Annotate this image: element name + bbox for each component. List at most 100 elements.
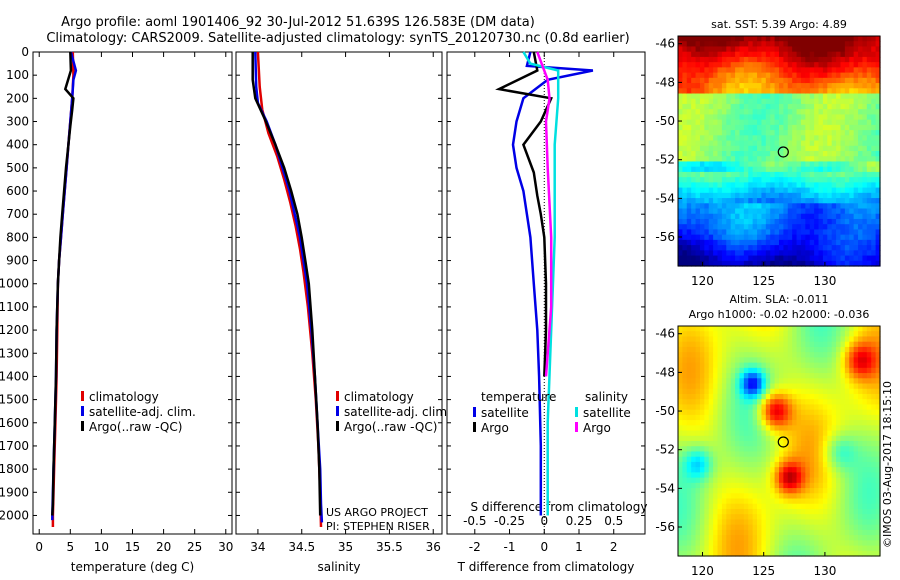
sst_map-cell — [695, 130, 701, 136]
depth-tick-label: 1800 — [0, 462, 29, 476]
sla_map-cell — [735, 550, 741, 557]
sst_map-cell — [818, 109, 824, 116]
sst_map-cell — [866, 56, 872, 63]
difference-series-salinity-argo-line — [536, 51, 553, 377]
sst_map-cell — [796, 192, 802, 199]
sst_map-cell — [840, 130, 846, 136]
sst_map-cell — [717, 182, 723, 189]
sla_map-cell — [827, 404, 833, 411]
sst_map-cell — [678, 224, 683, 231]
sla_map-cell — [849, 467, 855, 473]
sst_map-cell — [748, 203, 754, 210]
sla_map-cell — [682, 346, 688, 353]
sst_map-cell — [805, 140, 811, 147]
sla_map-cell — [686, 326, 692, 332]
sla_map-cell — [730, 362, 736, 369]
sla_map-cell — [682, 446, 688, 453]
sst_map-cell — [871, 145, 877, 152]
sla_map-cell — [818, 367, 824, 374]
sst_map-cell — [853, 255, 859, 262]
sla_map-frame — [677, 325, 881, 557]
sla_map-cell — [787, 331, 793, 338]
sst_map-cell — [783, 203, 789, 210]
sla_map-cell — [761, 477, 767, 484]
sla_map-cell — [779, 488, 784, 494]
sla_map-cell — [730, 357, 736, 364]
sla_map-cell — [735, 482, 741, 489]
sst_map-cell — [721, 156, 727, 163]
sla_map-cell — [796, 545, 802, 552]
sla_map-cell — [849, 341, 855, 348]
sla_map-cell — [765, 498, 771, 505]
sla_map-cell — [822, 331, 828, 338]
sla_map-cell — [686, 414, 692, 421]
sla_map-cell — [765, 456, 771, 463]
sst_map-cell — [713, 72, 719, 79]
sla_map-cell — [796, 456, 802, 463]
sla_map-cell — [686, 514, 692, 521]
sla_map-cell — [748, 425, 754, 432]
sla_map-cell — [787, 341, 793, 348]
sla_map-cell — [770, 383, 776, 390]
sst_map-cell — [836, 156, 842, 163]
sla_map-cell — [858, 383, 864, 390]
sst_map-cell — [792, 41, 798, 48]
sst_map-cell — [862, 67, 868, 74]
sst_map-cell — [721, 239, 727, 246]
sla_map-cell — [844, 404, 850, 411]
sla_map-cell — [822, 446, 828, 453]
sla_map-cell — [836, 378, 842, 385]
sst_map-cell — [708, 161, 714, 168]
sst_map-cell — [752, 62, 758, 68]
sla_map-cell — [866, 346, 872, 353]
sla_map-cell — [814, 488, 820, 494]
sla_map-cell — [783, 493, 789, 500]
sst_map-cell — [748, 72, 754, 79]
sla_map-cell — [748, 430, 754, 437]
sla_map-cell — [840, 393, 846, 400]
sst_map-cell — [875, 255, 881, 262]
sst_map-cell — [682, 56, 688, 63]
sst_map-cell — [713, 46, 719, 53]
sst_map-cell — [792, 88, 798, 95]
sla_map-cell — [836, 461, 842, 468]
sst_map-cell — [735, 145, 741, 152]
sst_map-cell — [840, 56, 846, 63]
difference-xtick-label: 2 — [610, 540, 618, 554]
sst_map-cell — [726, 119, 732, 126]
sla_map-cell — [875, 393, 881, 400]
sst_map-cell — [704, 187, 710, 194]
sla_map-cell — [730, 456, 736, 463]
sla_map-cell — [752, 414, 758, 421]
sla_map-cell — [809, 362, 815, 369]
sst_map-cell — [757, 83, 763, 89]
sst_map-cell — [686, 119, 692, 126]
sst_map-cell — [721, 103, 727, 110]
sla_map-cell — [699, 508, 705, 515]
sst_map-cell — [735, 224, 741, 231]
sla_map-cell — [818, 519, 824, 526]
sla_map-cell — [686, 383, 692, 390]
sla_map-cell — [691, 425, 697, 432]
sst_map-cell — [686, 103, 692, 110]
sst_map-cell — [796, 36, 802, 42]
sla_map-cell — [708, 529, 714, 536]
sst_map-cell — [849, 145, 855, 152]
sla_map-cell — [678, 524, 683, 531]
sla_map-cell — [822, 388, 828, 395]
sst_map-cell — [858, 151, 864, 157]
sst_map-cell — [783, 250, 789, 257]
sst_map-cell — [805, 171, 811, 178]
sla_map-cell — [809, 488, 815, 494]
sla_map-cell — [691, 388, 697, 395]
sst_map-cell — [836, 182, 842, 189]
sla_map-cell — [726, 514, 732, 521]
sst_map-cell — [708, 56, 714, 63]
sst_map-cell — [695, 177, 701, 183]
sst_map-cell — [770, 130, 776, 136]
sla_map-cell — [757, 399, 763, 406]
sst_map-cell — [757, 56, 763, 63]
sla_map-cell — [866, 336, 872, 343]
sla_map-cell — [836, 341, 842, 348]
sla_map-cell — [743, 519, 749, 526]
